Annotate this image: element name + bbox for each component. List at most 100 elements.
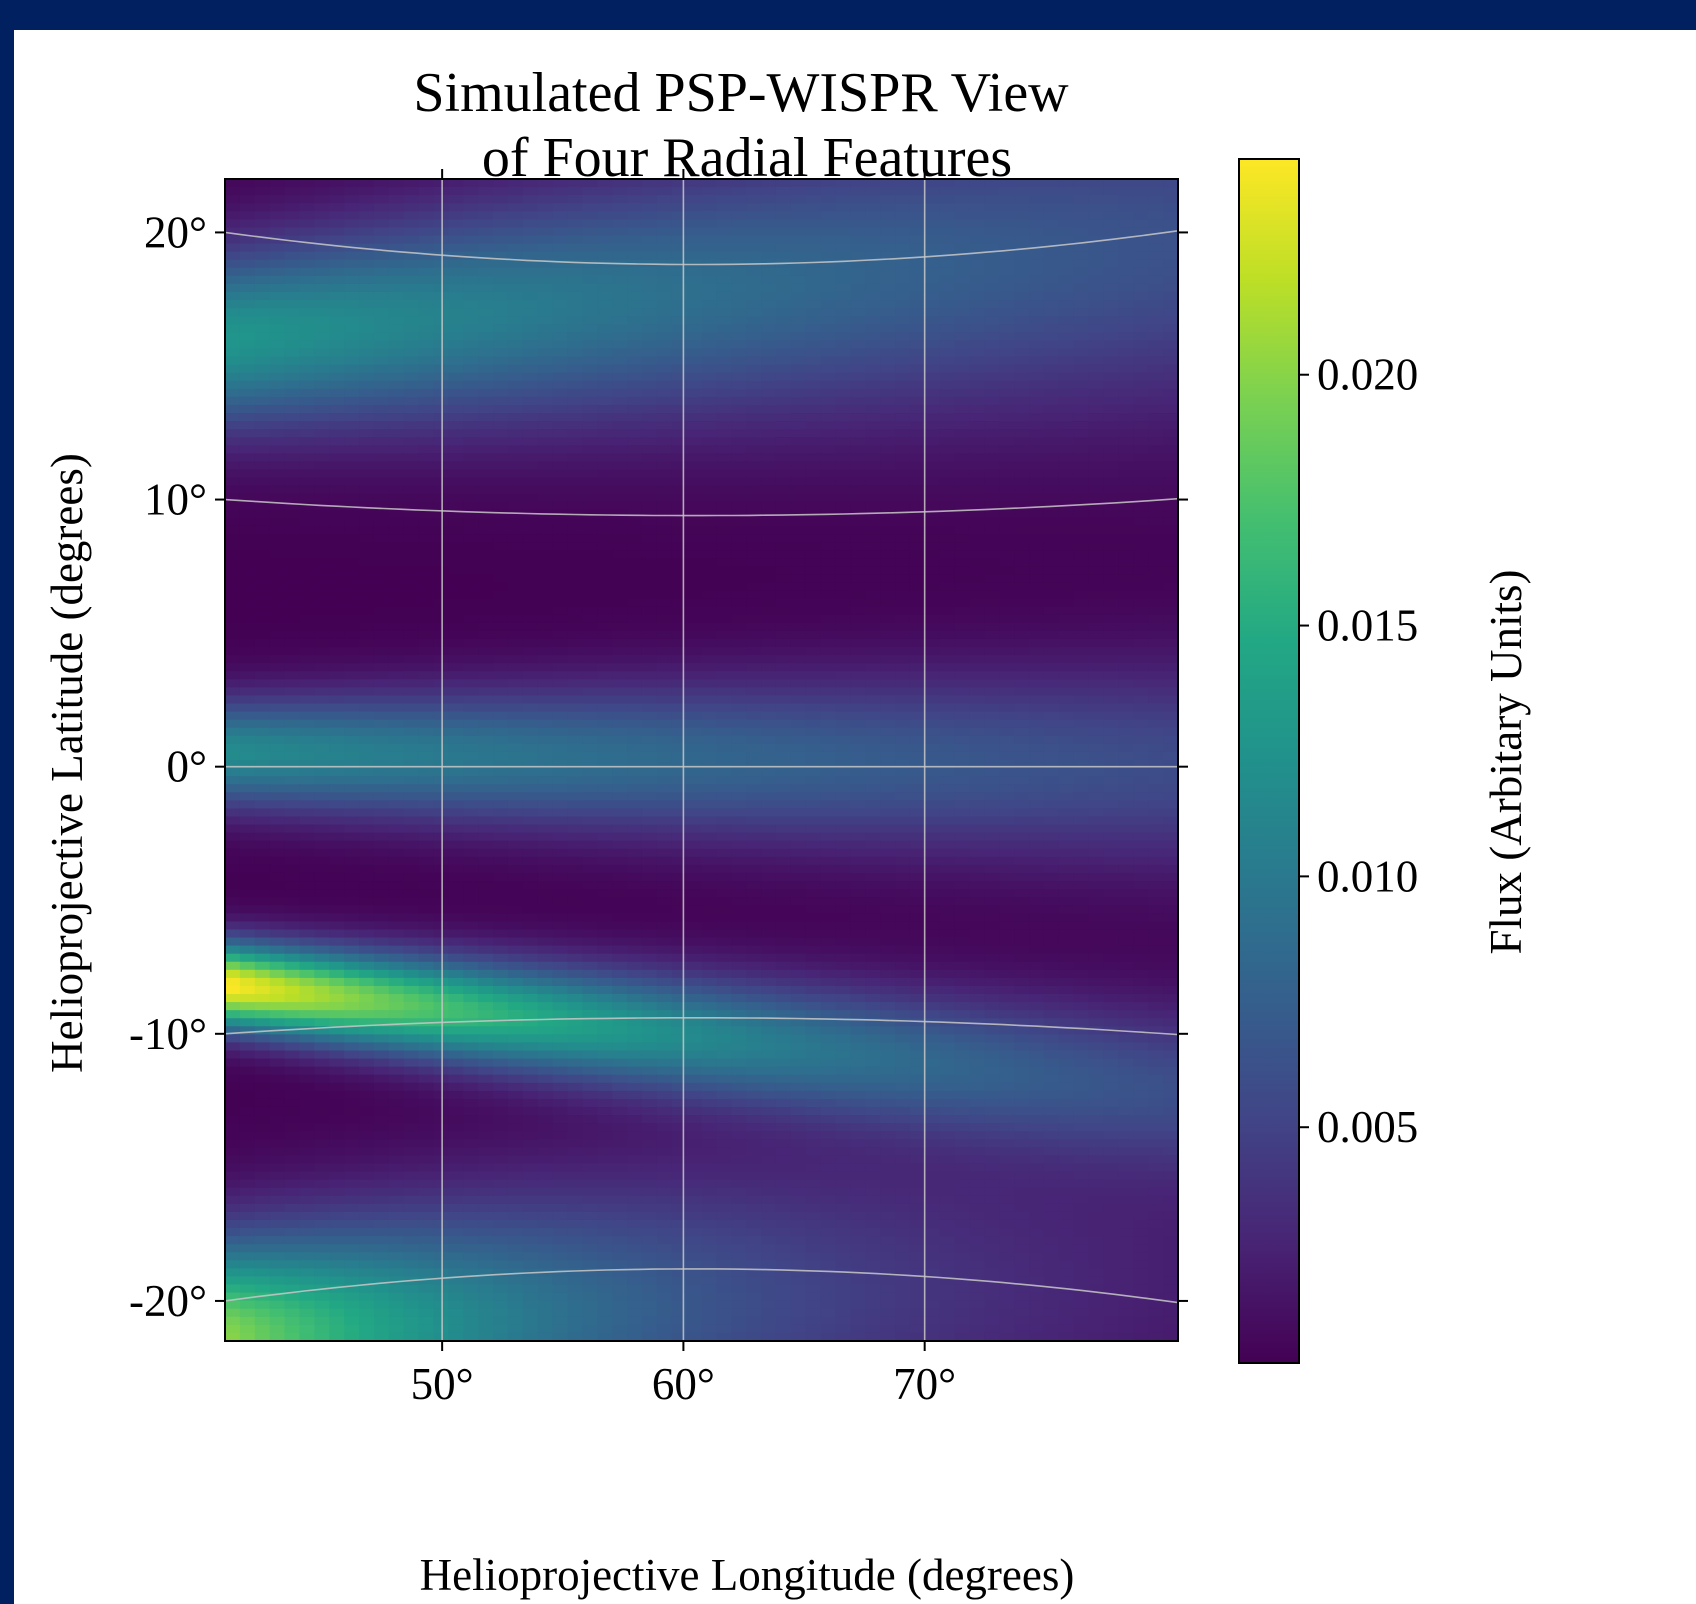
heatmap-cell [254, 558, 271, 567]
heatmap-cell [627, 606, 643, 616]
heatmap-cell [984, 380, 1000, 390]
heatmap-cell [1043, 283, 1060, 293]
heatmap-cell [552, 211, 569, 220]
heatmap-cell [299, 582, 315, 592]
heatmap-cell [835, 300, 852, 309]
heatmap-cell [627, 743, 643, 753]
heatmap-cell [775, 622, 792, 632]
heatmap-cell [388, 445, 405, 454]
heatmap-cell [835, 332, 852, 341]
heatmap-cell [820, 525, 837, 535]
heatmap-cell [537, 316, 554, 325]
heatmap-cell [1103, 622, 1120, 632]
heatmap-cell [761, 598, 777, 608]
heatmap-cell [686, 179, 703, 188]
heatmap-cell [1058, 195, 1075, 204]
heatmap-cell [775, 630, 792, 640]
heatmap-cell [1043, 679, 1060, 688]
heatmap-cell [254, 590, 271, 600]
heatmap-cell [999, 372, 1015, 382]
heatmap-cell [552, 574, 569, 584]
heatmap-cell [284, 517, 301, 527]
heatmap-cell [254, 308, 271, 317]
heatmap-cell [344, 695, 360, 705]
heatmap-cell [582, 211, 598, 220]
heatmap-cell [507, 453, 524, 463]
heatmap-cell [761, 647, 777, 656]
heatmap-cell [463, 243, 479, 253]
heatmap-cell [373, 727, 390, 737]
heatmap-cell [567, 372, 583, 382]
heatmap-cell [507, 485, 524, 495]
heatmap-cell [835, 340, 852, 350]
heatmap-cell [999, 792, 1015, 801]
heatmap-cell [865, 348, 881, 358]
heatmap-cell [939, 622, 956, 632]
heatmap-cell [850, 776, 866, 785]
heatmap-cell [522, 614, 539, 624]
heatmap-cell [1014, 614, 1030, 624]
heatmap-cell [478, 324, 494, 333]
heatmap-cell [686, 477, 703, 487]
heatmap-cell [239, 219, 256, 229]
heatmap-cell [939, 469, 956, 479]
heatmap-cell [1163, 558, 1179, 567]
heatmap-cell [225, 445, 241, 454]
heatmap-cell [716, 300, 732, 309]
heatmap-cell [239, 275, 256, 285]
heatmap-cell [880, 300, 896, 309]
heatmap-cell [1103, 574, 1120, 584]
heatmap-cell [1043, 227, 1060, 237]
heatmap-cell [909, 784, 926, 793]
heatmap-cell [865, 558, 881, 567]
heatmap-cell [716, 598, 732, 608]
heatmap-cell [403, 251, 420, 261]
heatmap-cell [299, 477, 315, 487]
heatmap-cell [1118, 348, 1134, 358]
heatmap-cell [522, 243, 539, 253]
heatmap-cell [775, 340, 792, 350]
heatmap-cell [775, 800, 792, 810]
heatmap-cell [269, 227, 286, 237]
heatmap-cell [493, 316, 509, 325]
heatmap-cell [999, 534, 1015, 543]
heatmap-cell [552, 316, 569, 325]
heatmap-cell [612, 291, 628, 301]
heatmap-cell [775, 542, 792, 551]
heatmap-cell [522, 203, 539, 212]
heatmap-cell [254, 429, 271, 438]
heatmap-cell [850, 275, 866, 285]
heatmap-cell [597, 291, 613, 301]
heatmap-cell [359, 582, 375, 592]
heatmap-cell [835, 622, 852, 632]
heatmap-cell [850, 195, 866, 204]
heatmap-cell [388, 687, 405, 697]
heatmap-cell [522, 485, 539, 495]
heatmap-cell [1133, 404, 1149, 414]
heatmap-cell [641, 679, 658, 688]
heatmap-cell [225, 598, 241, 608]
heatmap-cell [418, 493, 435, 503]
heatmap-cell [627, 566, 643, 575]
heatmap-cell [314, 614, 330, 624]
heatmap-cell [731, 663, 747, 672]
heatmap-cell [359, 187, 375, 196]
heatmap-cell [403, 638, 420, 648]
heatmap-cell [284, 582, 301, 592]
heatmap-cell [939, 703, 956, 713]
heatmap-cell [239, 800, 256, 810]
heatmap-cell [612, 784, 628, 793]
heatmap-cell [239, 735, 256, 745]
heatmap-cell [939, 501, 956, 511]
heatmap-cell [909, 663, 926, 672]
heatmap-cell [1133, 550, 1149, 559]
heatmap-cell [820, 413, 837, 422]
heatmap-cell [284, 598, 301, 608]
heatmap-cell [403, 211, 420, 220]
heatmap-cell [493, 477, 509, 487]
heatmap-cell [1118, 243, 1134, 253]
heatmap-cell [775, 477, 792, 487]
heatmap-cell [880, 509, 896, 519]
heatmap-cell [1058, 275, 1075, 285]
heatmap-cell [1163, 776, 1179, 785]
